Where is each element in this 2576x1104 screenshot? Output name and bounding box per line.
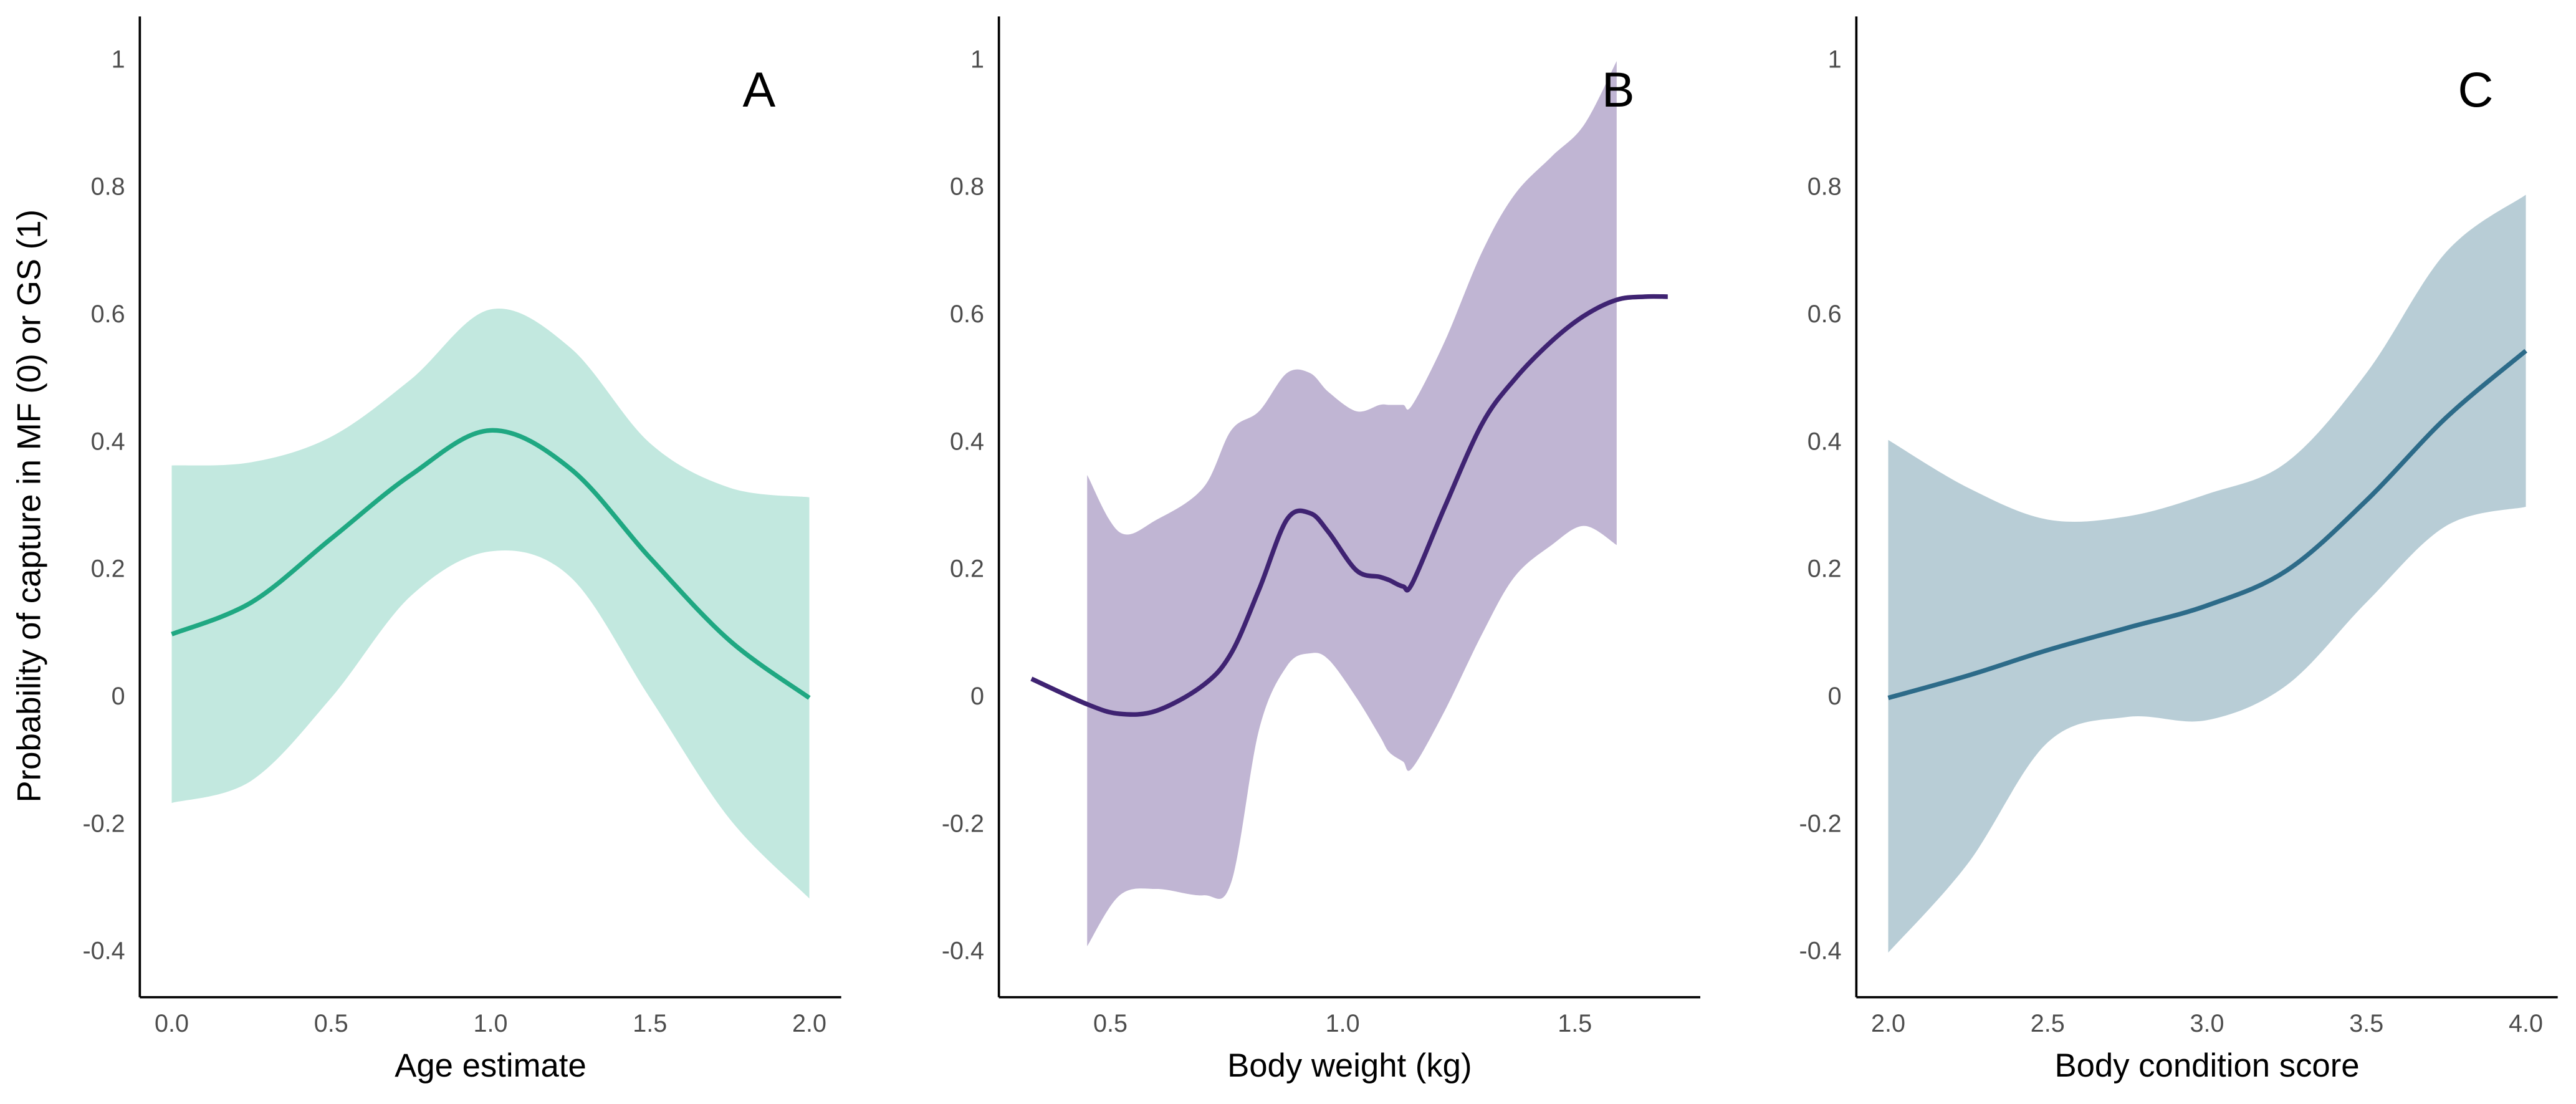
y-tick-label: 0.8 — [1808, 173, 1842, 201]
panel: -0.4 -0.2 0 0.2 0.4 0.6 0.8 1 2.0 2.5 3.0 3.5 4.0 Bod… — [1799, 16, 2558, 1084]
y-tick-label: 0.2 — [1808, 555, 1842, 583]
y-tick-label: 0.8 — [950, 173, 984, 201]
x-tick-label: 1.5 — [633, 1010, 667, 1037]
y-tick-label: 1 — [970, 46, 984, 73]
x-tick-label: 3.5 — [2349, 1010, 2383, 1037]
y-tick-label: 1 — [1828, 46, 1842, 73]
x-tick-label: 0.0 — [155, 1010, 189, 1037]
trend-line — [1887, 348, 2527, 701]
y-tick-label: 0 — [970, 683, 984, 710]
y-tick-label: -0.4 — [942, 938, 984, 965]
trend-line — [1030, 294, 1668, 717]
y-tick-label: -0.4 — [83, 938, 125, 965]
y-tick-label: 0.4 — [950, 428, 984, 455]
y-tick-label: -0.2 — [83, 810, 125, 837]
y-axis-label: Probability of capture in MF (0) or GS (… — [11, 209, 47, 803]
panel-label: B — [1602, 62, 1635, 117]
x-tick-label: 0.5 — [314, 1010, 348, 1037]
y-tick-label: 0.6 — [91, 300, 125, 328]
y-tick-label: 0.6 — [950, 300, 984, 328]
y-tick-label: 1 — [112, 46, 125, 73]
x-tick-label: 2.0 — [792, 1010, 826, 1037]
y-tick-label: 0 — [1828, 683, 1842, 710]
x-axis-label: Body condition score — [2054, 1047, 2359, 1084]
y-tick-label: -0.4 — [1799, 938, 1842, 965]
x-tick-label: 4.0 — [2509, 1010, 2543, 1037]
confidence-band — [1888, 194, 2526, 953]
y-tick-label: 0.2 — [950, 555, 984, 583]
x-tick-label: 1.5 — [1558, 1010, 1592, 1037]
y-tick-label: 0.4 — [91, 428, 125, 455]
x-tick-label: 2.0 — [1871, 1010, 1905, 1037]
y-tick-label: -0.2 — [942, 810, 984, 837]
confidence-band — [1087, 60, 1617, 946]
x-axis-label: Age estimate — [395, 1047, 587, 1084]
x-tick-label: 1.0 — [1326, 1010, 1360, 1037]
panel-label: A — [743, 62, 776, 117]
y-tick-label: 0.4 — [1808, 428, 1842, 455]
x-tick-label: 3.0 — [2190, 1010, 2224, 1037]
panel: -0.4 -0.2 0 0.2 0.4 0.6 0.8 1 0.0 0.5 1.0 1.5 2.0 Age… — [11, 16, 841, 1084]
x-tick-label: 2.5 — [2031, 1010, 2065, 1037]
y-tick-label: 0.2 — [91, 555, 125, 583]
y-tick-label: 0.6 — [1808, 300, 1842, 328]
x-tick-label: 0.5 — [1093, 1010, 1128, 1037]
y-tick-label: -0.2 — [1799, 810, 1842, 837]
y-tick-label: 0 — [112, 683, 125, 710]
x-tick-label: 1.0 — [474, 1010, 508, 1037]
panel-label: C — [2458, 62, 2493, 117]
y-tick-label: 0.8 — [91, 173, 125, 201]
trend-line — [171, 428, 811, 700]
x-axis-label: Body weight (kg) — [1227, 1047, 1472, 1084]
panel: -0.4 -0.2 0 0.2 0.4 0.6 0.8 1 0.5 1.0 1.5 Body weig… — [942, 16, 1700, 1084]
confidence-band — [171, 308, 810, 899]
